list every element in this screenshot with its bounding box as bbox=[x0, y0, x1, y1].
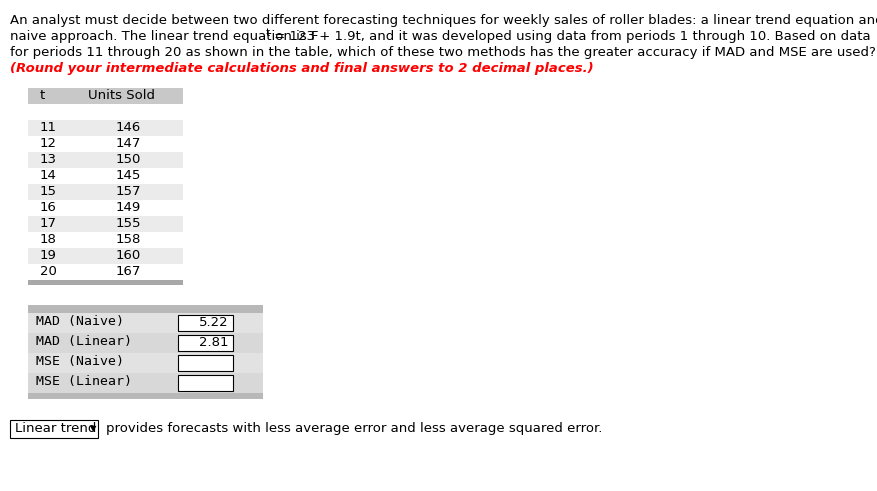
Text: Units Sold: Units Sold bbox=[88, 89, 155, 102]
Text: 145: 145 bbox=[116, 169, 141, 182]
Bar bbox=[28, 120, 183, 136]
Text: 160: 160 bbox=[116, 249, 141, 262]
Bar bbox=[28, 136, 183, 152]
Bar bbox=[28, 280, 183, 285]
Bar bbox=[28, 333, 263, 353]
Text: 5.22: 5.22 bbox=[199, 316, 229, 328]
Bar bbox=[28, 373, 263, 393]
Bar bbox=[28, 248, 183, 264]
Text: for periods 11 through 20 as shown in the table, which of these two methods has : for periods 11 through 20 as shown in th… bbox=[10, 46, 876, 59]
Text: 18: 18 bbox=[40, 233, 57, 246]
Bar bbox=[178, 375, 233, 391]
Text: 11: 11 bbox=[40, 121, 57, 134]
Text: MAD (Linear): MAD (Linear) bbox=[36, 335, 132, 349]
Bar bbox=[178, 355, 233, 371]
Bar bbox=[28, 353, 263, 373]
Text: 15: 15 bbox=[40, 185, 57, 198]
Bar bbox=[28, 152, 183, 168]
Bar bbox=[28, 184, 183, 200]
Bar bbox=[28, 168, 183, 184]
Bar bbox=[10, 420, 98, 438]
Bar bbox=[28, 232, 183, 248]
Bar bbox=[28, 88, 183, 104]
Text: 147: 147 bbox=[116, 136, 141, 150]
Bar bbox=[178, 315, 233, 331]
Text: provides forecasts with less average error and less average squared error.: provides forecasts with less average err… bbox=[106, 422, 602, 435]
Text: 14: 14 bbox=[40, 169, 57, 182]
Text: 157: 157 bbox=[116, 185, 141, 198]
Bar bbox=[178, 335, 233, 351]
Text: 2.81: 2.81 bbox=[199, 335, 229, 349]
Bar bbox=[28, 200, 183, 216]
Text: Linear trend: Linear trend bbox=[15, 422, 96, 435]
Text: MAD (Naive): MAD (Naive) bbox=[36, 316, 124, 328]
Text: (Round your intermediate calculations and final answers to 2 decimal places.): (Round your intermediate calculations an… bbox=[10, 62, 594, 75]
Bar bbox=[28, 264, 183, 280]
Text: An analyst must decide between two different forecasting techniques for weekly s: An analyst must decide between two diffe… bbox=[10, 14, 877, 27]
Bar bbox=[28, 313, 263, 333]
Text: 167: 167 bbox=[116, 265, 141, 278]
Text: t: t bbox=[40, 89, 46, 102]
Text: MSE (Naive): MSE (Naive) bbox=[36, 355, 124, 369]
Text: naive approach. The linear trend equation is F: naive approach. The linear trend equatio… bbox=[10, 30, 318, 43]
Text: 150: 150 bbox=[116, 153, 141, 165]
Text: 20: 20 bbox=[40, 265, 57, 278]
Text: 13: 13 bbox=[40, 153, 57, 165]
Bar bbox=[28, 216, 183, 232]
Bar bbox=[28, 393, 263, 399]
Text: 146: 146 bbox=[116, 121, 141, 134]
Text: 17: 17 bbox=[40, 217, 57, 230]
Text: 155: 155 bbox=[116, 217, 141, 230]
Text: 158: 158 bbox=[116, 233, 141, 246]
Text: 16: 16 bbox=[40, 201, 57, 214]
Text: t: t bbox=[266, 27, 269, 37]
Text: 12: 12 bbox=[40, 136, 57, 150]
Text: = 123 + 1.9t, and it was developed using data from periods 1 through 10. Based o: = 123 + 1.9t, and it was developed using… bbox=[270, 30, 871, 43]
Text: 149: 149 bbox=[116, 201, 141, 214]
Text: ▼: ▼ bbox=[90, 424, 96, 433]
Bar bbox=[28, 305, 263, 313]
Text: 19: 19 bbox=[40, 249, 57, 262]
Text: MSE (Linear): MSE (Linear) bbox=[36, 376, 132, 388]
